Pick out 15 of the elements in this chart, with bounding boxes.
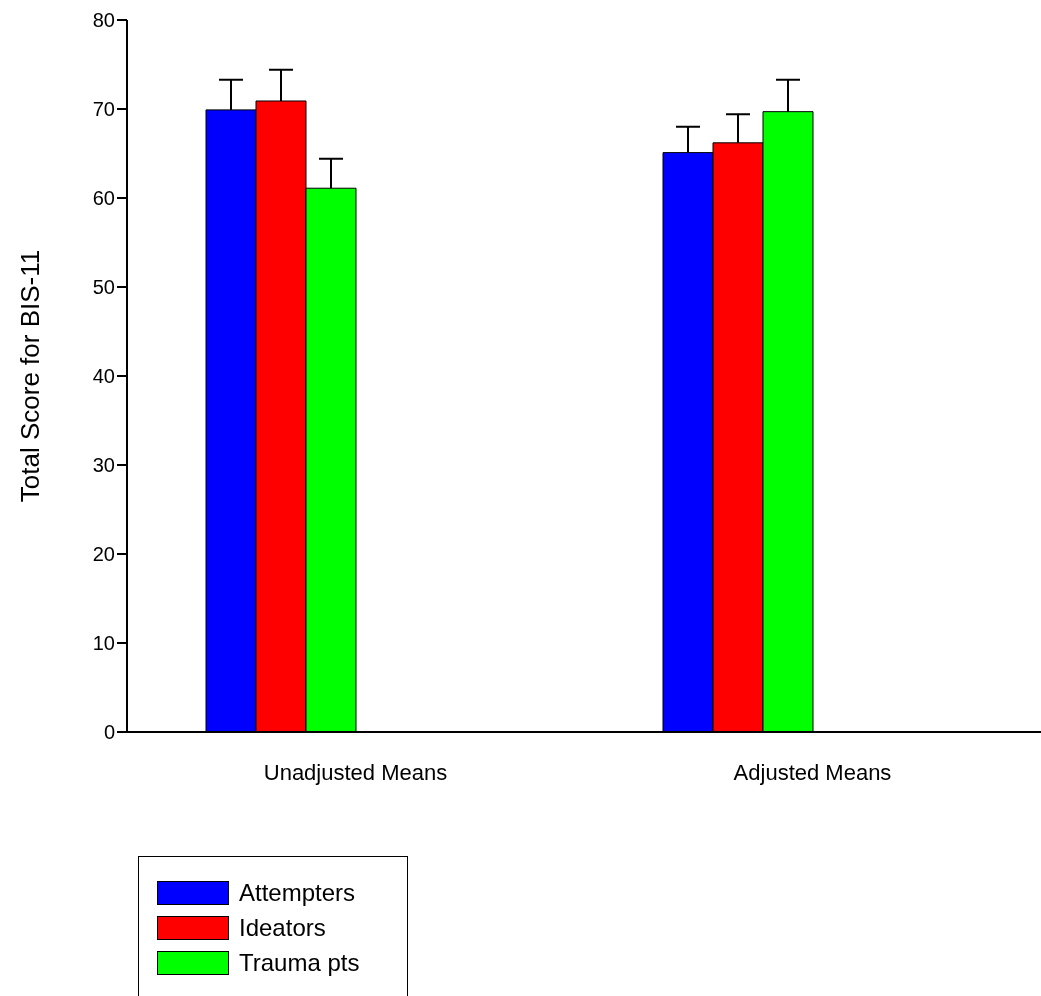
y-tick-label: 60	[92, 187, 115, 210]
y-tick-label: 0	[103, 721, 115, 744]
legend-label: Trauma pts	[239, 948, 360, 977]
y-tick-label: 10	[92, 632, 115, 655]
x-tick-label: Unadjusted Means	[263, 759, 448, 785]
y-tick-label: 20	[92, 543, 115, 566]
legend-label: Attempters	[239, 878, 356, 907]
y-tick-label: 30	[92, 454, 115, 477]
y-tick-label: 40	[92, 365, 115, 388]
y-axis-title: Total Score for BIS-11	[15, 249, 46, 503]
x-tick-label: Adjusted Means	[733, 759, 892, 785]
legend-label: Ideators	[239, 913, 326, 942]
y-tick-label: 70	[92, 98, 115, 121]
y-tick-label: 80	[92, 9, 115, 32]
y-tick-label: 50	[92, 276, 115, 299]
